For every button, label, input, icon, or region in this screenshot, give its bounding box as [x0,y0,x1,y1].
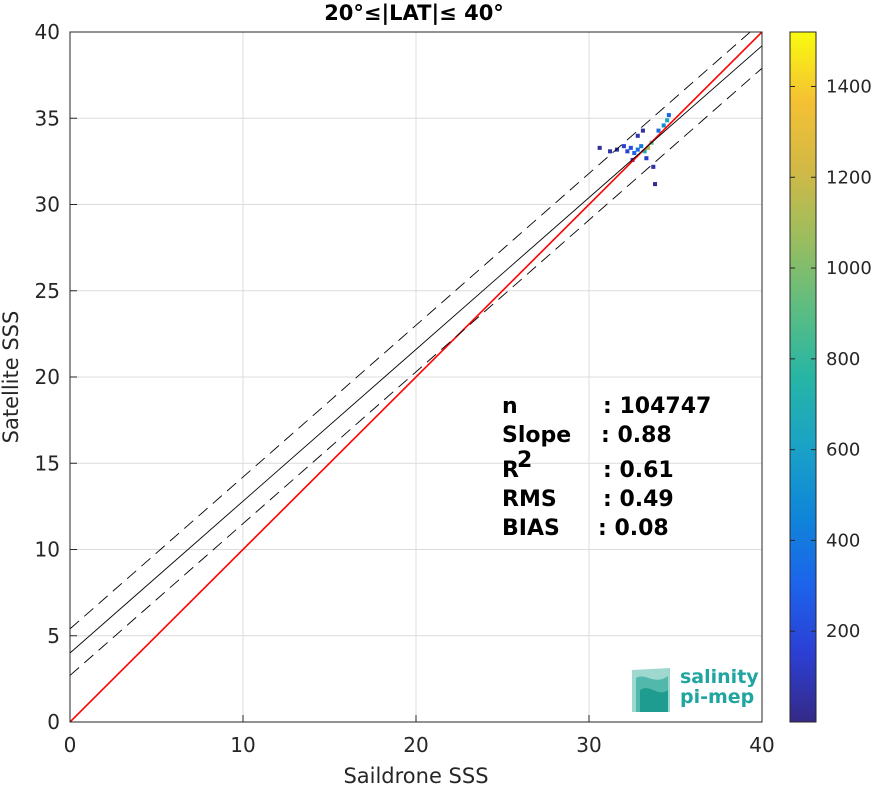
density-cell [642,149,647,154]
x-tick-label: 20 [403,733,428,757]
stat-label: Slope [502,423,571,448]
colorbar-tick-label: 400 [826,530,860,551]
colorbar-tick-label: 1200 [826,167,872,188]
x-tick-label: 0 [64,733,77,757]
density-cell [608,149,613,154]
colorbar-tick-label: 800 [826,349,860,370]
colorbar [789,31,817,723]
density-cell [639,144,644,149]
regression-band-lower-line [70,67,762,676]
density-cell [656,128,661,133]
stat-label: BIAS [502,516,560,541]
stat-label: R [502,458,519,483]
x-tick-label: 40 [749,733,774,757]
density-cell [632,151,637,156]
y-tick-label: 5 [47,624,60,648]
density-cell [666,113,671,118]
colorbar-tick-label: 600 [826,440,860,461]
y-tick-label: 30 [35,193,60,217]
stat-label: n [502,394,518,419]
regression-band-upper-line [70,32,751,630]
density-cell [653,182,658,187]
y-tick-label: 0 [47,710,60,734]
y-tick-label: 25 [35,279,60,303]
density-cell [628,145,633,150]
x-axis-label: Saildrone SSS [343,764,488,786]
y-tick-label: 10 [35,538,60,562]
logo-wave-icon-3 [640,688,668,712]
y-tick-label: 15 [35,451,60,475]
stats-block: n : 104747 Slope : 0.88 R2 : 0.61 RMS : 0.49 BIA… [502,394,711,541]
density-cell [621,144,626,149]
stat-label-superscript: 2 [517,448,532,473]
density-cell [661,123,666,128]
density-cell [644,156,649,161]
density-cell [635,133,640,138]
stat-value: : 0.88 [601,423,672,448]
density-cell [635,147,640,152]
y-tick-label: 40 [35,20,60,44]
salinity-pi-mep-logo: salinity pi-mep [632,666,759,712]
stat-value: : 104747 [603,394,711,419]
colorbar-ticks: 200 400 600 800 1000 1200 1400 [790,76,872,642]
density-cell [597,145,602,150]
colorbar-tick-label: 200 [826,621,860,642]
x-axis-ticks: 0 10 20 30 40 [64,715,775,757]
stat-label: RMS [502,487,557,512]
density-cell [625,149,630,154]
x-tick-label: 30 [576,733,601,757]
density-cell [665,118,670,123]
y-axis-ticks: 0 5 10 15 20 25 30 35 40 [35,20,77,734]
colorbar-tick-label: 1000 [826,258,872,279]
colorbar-tick-label: 1400 [826,76,872,97]
chart-title: 20°≤|LAT|≤ 40° [324,1,504,26]
y-axis-label: Satellite SSS [0,311,23,444]
logo-line1: salinity [680,666,759,688]
density-cell [646,145,651,150]
x-tick-label: 10 [230,733,255,757]
stat-value: : 0.08 [598,516,669,541]
stat-value: : 0.49 [603,487,674,512]
density-cell [651,164,656,169]
y-tick-label: 20 [35,365,60,389]
density-cell [614,147,620,152]
stat-value: : 0.61 [603,458,674,483]
regression-line [70,45,762,654]
reference-lines [70,32,762,722]
y-tick-label: 35 [35,106,60,130]
logo-line2: pi-mep [680,686,754,708]
density-cell [640,128,645,133]
